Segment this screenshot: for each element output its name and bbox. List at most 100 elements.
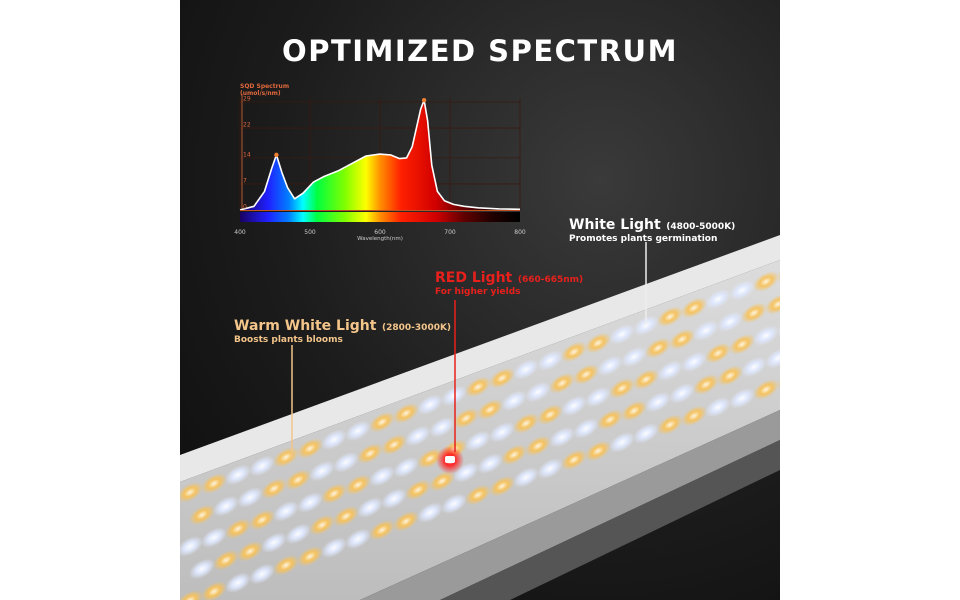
led xyxy=(441,493,467,514)
led xyxy=(633,369,659,390)
spectrum-color-bar xyxy=(240,212,520,222)
led xyxy=(465,430,491,452)
led xyxy=(633,315,659,336)
x-tick-label: 500 xyxy=(304,229,316,236)
led xyxy=(180,482,203,503)
led xyxy=(489,475,515,497)
led xyxy=(405,479,431,501)
led xyxy=(561,341,587,362)
led xyxy=(585,332,611,354)
led xyxy=(237,487,263,508)
led xyxy=(513,413,539,434)
led xyxy=(285,469,311,490)
led xyxy=(201,473,227,494)
led xyxy=(501,390,527,411)
led xyxy=(369,519,395,541)
red-light-label: RED Light xyxy=(435,270,513,286)
white-light-label: White Light xyxy=(569,217,661,233)
warm-light-callout: Warm White Light (2800-3000K) Boosts pla… xyxy=(234,315,451,345)
led xyxy=(717,365,743,386)
led xyxy=(477,453,503,474)
x-tick-label: 700 xyxy=(444,229,456,236)
spectrum-area xyxy=(240,100,520,210)
led xyxy=(249,455,275,477)
led xyxy=(561,449,587,470)
led xyxy=(345,528,371,550)
led xyxy=(585,386,611,408)
led xyxy=(573,364,599,385)
led xyxy=(681,351,707,373)
led xyxy=(537,458,563,479)
x-axis-label: Wavelength(nm) xyxy=(357,236,403,242)
led xyxy=(549,373,575,394)
led xyxy=(525,381,551,403)
led xyxy=(729,388,755,409)
led xyxy=(201,527,227,548)
led xyxy=(381,488,407,509)
bar-led-panel xyxy=(180,260,780,600)
led xyxy=(273,555,299,576)
led xyxy=(441,385,467,406)
led xyxy=(753,325,779,346)
x-tick-label: 800 xyxy=(514,229,526,236)
red-light-callout: RED Light (660-665nm) For higher yields xyxy=(435,267,583,297)
led xyxy=(237,541,263,562)
led xyxy=(645,337,671,359)
led xyxy=(189,504,215,526)
led xyxy=(537,350,563,371)
led xyxy=(357,497,383,518)
led xyxy=(681,297,707,319)
peak-marker xyxy=(274,152,279,158)
led xyxy=(633,423,659,444)
led xyxy=(741,302,767,324)
led xyxy=(429,416,455,438)
white-light-desc: Promotes plants germination xyxy=(569,234,718,244)
led xyxy=(489,367,515,389)
led xyxy=(309,514,335,536)
white-light-range: (4800-5000K) xyxy=(666,222,736,232)
product-banner: OPTIMIZED SPECTRUM 400 500 600 700 800 0 7 14 22… xyxy=(180,0,780,600)
led xyxy=(573,418,599,439)
led xyxy=(645,391,671,413)
led xyxy=(693,320,719,341)
peak-marker xyxy=(421,97,427,103)
y-axis-label: (umol/s/nm) xyxy=(240,90,281,97)
spectrum-chart: 400 500 600 700 800 0 7 14 22 29 Wavelength(nm) SQD… xyxy=(234,83,526,242)
led xyxy=(765,347,780,369)
led-light-bar xyxy=(180,235,780,600)
chart-title: SQD Spectrum xyxy=(240,83,289,90)
led xyxy=(309,460,335,482)
led xyxy=(621,346,647,368)
y-tick-label: 29 xyxy=(243,96,251,103)
led xyxy=(249,509,275,531)
led xyxy=(345,474,371,496)
led xyxy=(261,478,287,499)
led xyxy=(201,581,227,600)
led xyxy=(273,501,299,522)
led xyxy=(729,280,755,301)
led xyxy=(180,536,203,557)
led xyxy=(753,271,779,292)
led xyxy=(657,306,683,327)
y-tick-label: 7 xyxy=(243,177,247,184)
x-tick-label: 600 xyxy=(374,229,386,236)
led xyxy=(297,492,323,513)
red-led-core xyxy=(445,456,455,463)
warm-light-label: Warm White Light xyxy=(234,318,377,334)
warm-light-desc: Boosts plants blooms xyxy=(234,335,343,345)
led xyxy=(657,414,683,435)
led xyxy=(393,403,419,424)
page-title: OPTIMIZED SPECTRUM xyxy=(282,34,678,68)
bar-side-edge xyxy=(360,410,780,600)
led xyxy=(741,356,767,378)
led xyxy=(561,395,587,416)
led xyxy=(597,409,623,430)
x-tick-label: 400 xyxy=(234,229,246,236)
y-tick-label: 14 xyxy=(243,151,251,158)
led xyxy=(537,404,563,425)
bar-bottom-edge xyxy=(440,440,780,600)
led xyxy=(333,506,359,527)
led xyxy=(369,411,395,433)
led xyxy=(357,443,383,464)
led xyxy=(297,438,323,459)
